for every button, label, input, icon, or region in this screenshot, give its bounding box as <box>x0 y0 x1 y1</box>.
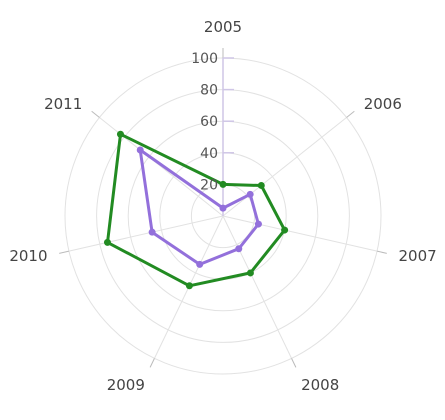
series-1-point-2009[interactable] <box>196 260 204 268</box>
category-label-2011: 2011 <box>44 95 82 113</box>
radial-tick-label-20: 20 <box>200 177 218 193</box>
spoke-1 <box>222 117 347 217</box>
category-label-2005: 2005 <box>204 18 242 36</box>
radial-tick-label-40: 40 <box>200 146 218 162</box>
series-0-point-2011[interactable] <box>116 130 124 138</box>
spoke-tick-3 <box>291 358 297 368</box>
category-label-2010: 2010 <box>9 247 47 265</box>
series-0-line <box>106 132 287 288</box>
series-0-point-2008[interactable] <box>246 269 254 277</box>
axis-layer <box>222 57 234 216</box>
series-1-point-2011[interactable] <box>136 146 144 154</box>
category-label-2006: 2006 <box>364 95 402 113</box>
category-label-2009: 2009 <box>107 376 145 394</box>
series-0-point-2010[interactable] <box>103 238 111 246</box>
series-1-point-2010[interactable] <box>148 228 156 236</box>
series-1-point-2006[interactable] <box>246 190 254 198</box>
spoke-tick-4 <box>149 358 155 368</box>
series-1-point-2005[interactable] <box>219 204 227 212</box>
radial-tick-label-80: 80 <box>200 83 218 99</box>
series-0-point-2009[interactable] <box>185 282 193 290</box>
series-0-point-2005[interactable] <box>219 180 227 188</box>
category-label-layer: 2005 2006 2007 2008 2009 2010 2011 <box>9 18 436 394</box>
spoke-tick-5 <box>59 250 70 254</box>
series-1-line <box>138 148 260 266</box>
series-0-point-2007[interactable] <box>281 226 289 234</box>
series-0-point-2006[interactable] <box>257 181 265 189</box>
series-1-point-2008[interactable] <box>235 245 243 253</box>
series-layer <box>103 130 289 290</box>
spoke-3 <box>222 215 293 359</box>
series-1-point-2007[interactable] <box>254 220 262 228</box>
tick-layer: 20 40 60 80 100 <box>191 51 218 193</box>
spoke-tick-6 <box>91 110 100 118</box>
category-label-2007: 2007 <box>398 247 436 265</box>
spoke-tick-2 <box>376 250 387 254</box>
category-label-2008: 2008 <box>301 376 339 394</box>
spoke-2 <box>222 215 378 252</box>
spoke-tick-1 <box>346 110 355 118</box>
radial-tick-label-100: 100 <box>191 51 218 67</box>
spoke-5 <box>68 215 224 252</box>
radial-tick-label-60: 60 <box>200 114 218 130</box>
